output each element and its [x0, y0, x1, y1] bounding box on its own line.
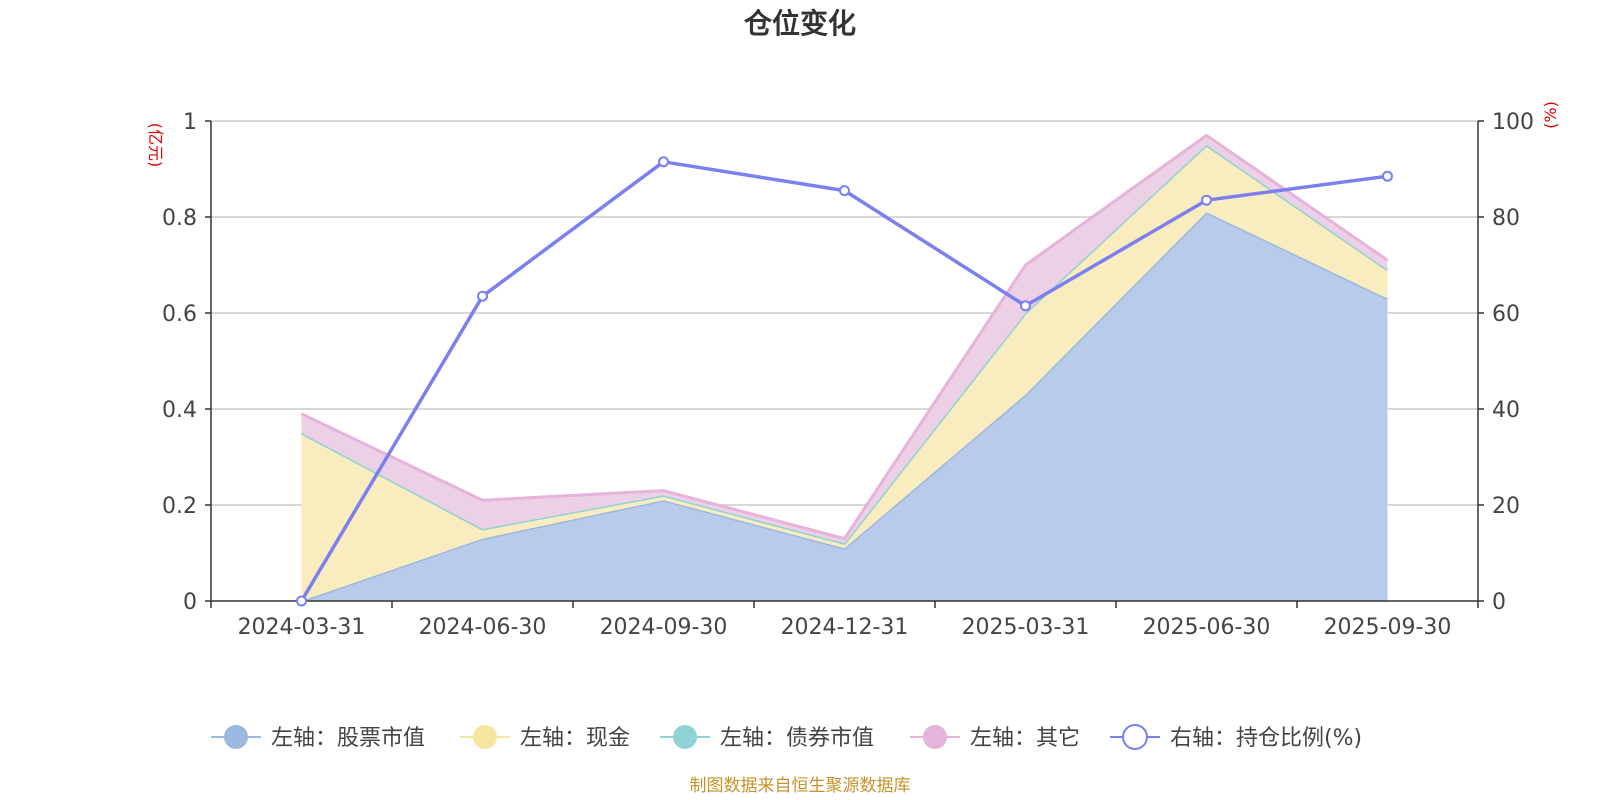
legend-label: 右轴：持仓比例(%) [1170, 726, 1362, 751]
area-左轴：股票市值 [301, 212, 1388, 601]
line-point [839, 185, 850, 197]
data-source-note: 制图数据来自恒生聚源数据库 [690, 776, 911, 796]
line-point [1020, 300, 1031, 312]
legend: 左轴：股票市值 左轴：现金 左轴：债券市值 左轴：其它 右轴：持仓比例(%) [211, 724, 1362, 751]
area-左轴：现金 [301, 145, 1388, 601]
line-point [658, 156, 669, 168]
area-edge-左轴：其它 [300, 133, 1389, 541]
ratio-line [296, 156, 1393, 607]
legend-item: 左轴：债券市值 [660, 725, 874, 751]
legend-label: 左轴：其它 [970, 726, 1080, 751]
left-axis-tick-label: 0.2 [162, 494, 197, 519]
line-point [296, 595, 307, 607]
legend-marker [673, 725, 697, 749]
left-axis-tick-label: 0.4 [162, 398, 197, 423]
legend-item: 左轴：其它 [910, 725, 1080, 751]
left-axis-tick-label: 0.8 [162, 206, 197, 231]
right-axis-tick-label: 0 [1492, 590, 1506, 615]
x-axis-tick-label: 2024-09-30 [600, 615, 728, 640]
x-axis-tick-label: 2024-12-31 [781, 615, 909, 640]
right-axis-tick-label: 40 [1492, 398, 1520, 423]
right-axis-tick-label: 60 [1492, 302, 1520, 327]
legend-marker [1122, 724, 1148, 750]
line-point [1382, 170, 1393, 182]
right-axis-tick-label: 20 [1492, 494, 1520, 519]
x-axis-tick-label: 2024-03-31 [238, 615, 366, 640]
right-axis-tick-label: 80 [1492, 206, 1520, 231]
left-axis-unit: (亿元) [146, 123, 165, 168]
legend-marker [923, 725, 947, 749]
legend-marker [473, 725, 497, 749]
left-axis-tick-label: 1 [183, 110, 197, 135]
legend-item: 左轴：现金 [460, 725, 630, 751]
x-axis-tick-label: 2025-09-30 [1324, 615, 1452, 640]
line-point [1201, 194, 1212, 206]
legend-label: 左轴：股票市值 [271, 726, 425, 751]
legend-marker [224, 725, 248, 749]
x-axis-tick-label: 2025-03-31 [962, 615, 1090, 640]
legend-item: 左轴：股票市值 [211, 725, 425, 751]
legend-label: 左轴：债券市值 [720, 726, 874, 751]
right-axis-tick-label: 100 [1492, 110, 1534, 135]
x-axis-tick-label: 2025-06-30 [1143, 615, 1271, 640]
right-axis-unit: (%) [1541, 101, 1560, 129]
axes: 0 0 0.2 20 0.4 40 0.6 60 0.8 80 1 100 2024-03-31 2024… [162, 110, 1534, 640]
left-axis-tick-label: 0 [183, 590, 197, 615]
line-point [477, 290, 488, 302]
stacked-areas [300, 133, 1389, 603]
left-axis-tick-label: 0.6 [162, 302, 197, 327]
chart-title: 仓位变化 [744, 7, 856, 40]
x-axis-tick-label: 2024-06-30 [419, 615, 547, 640]
legend-item: 右轴：持仓比例(%) [1110, 724, 1362, 751]
legend-label: 左轴：现金 [520, 726, 630, 751]
